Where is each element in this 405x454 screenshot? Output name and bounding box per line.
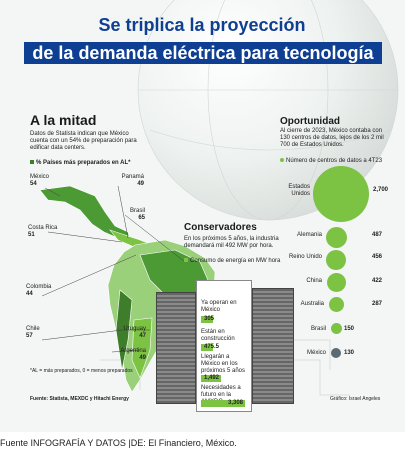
country-value: 49: [137, 181, 144, 187]
bubble-label: Reino Unido: [288, 254, 322, 260]
center-bar-value: 475.5: [204, 344, 220, 350]
bubble-brasil: [331, 323, 342, 334]
center-bar-value: 305: [204, 316, 215, 322]
bubble-value: 487: [372, 232, 383, 238]
section-heading-right: Oportunidad: [280, 116, 340, 127]
country-name: Argentina: [120, 348, 146, 354]
map-label-colombia: Colombia 44: [26, 284, 51, 298]
map-label-uruguay: Uruguay 47: [116, 326, 146, 340]
section-heading-center: Conservadores: [184, 222, 257, 233]
country-name: Colombia: [26, 284, 52, 290]
bubble-value: 130: [344, 350, 355, 356]
bubble-legend-text: Número de centros de datos a 4T23: [286, 158, 383, 164]
center-row-label: Ya operan en México: [201, 300, 237, 313]
map-label-brasil: Brasil 65: [125, 208, 145, 222]
bubble-label: Estados Unidos: [288, 184, 310, 197]
center-bar: [201, 400, 245, 407]
center-bar: [201, 344, 213, 351]
country-value: 47: [139, 333, 146, 339]
bubble-label: México: [306, 350, 326, 356]
infographic: Se triplica la proyección de la demanda …: [0, 0, 405, 432]
section-intro-right: Al cierre de 2023, México contaba con 13…: [280, 128, 384, 148]
map-note: *AL = más preparados, 0 = menos preparad…: [30, 368, 133, 374]
map-label-argentina: Argentina 49: [108, 348, 146, 362]
country-value: 57: [26, 333, 33, 339]
title-line-2: de la demanda eléctrica para tecnología: [24, 42, 382, 64]
section-intro-left: Datos de Statista indican que México cue…: [30, 131, 137, 151]
bubble-australia: [329, 297, 344, 312]
server-rack-left: [156, 292, 196, 404]
center-row-label: Están en construcción: [201, 329, 235, 342]
center-bar: [201, 316, 213, 323]
bubble-china: [327, 273, 346, 292]
country-name: Uruguay: [123, 326, 146, 332]
bubble-label: Alemania: [296, 232, 322, 238]
bubble-label: Australia: [300, 301, 324, 307]
title-line-1: Se triplica la proyección: [98, 15, 306, 35]
country-name: México: [30, 174, 50, 180]
country-value: 54: [30, 181, 37, 187]
country-value: 44: [26, 291, 33, 297]
section-heading-left: A la mitad: [30, 112, 97, 128]
center-legend-text: Consumo de energía en MW hora: [190, 258, 281, 264]
legend-swatch: [30, 160, 34, 164]
center-bar: [201, 375, 221, 382]
bubble-legend: Número de centros de datos a 4T23: [280, 158, 400, 165]
country-value: 51: [28, 232, 35, 238]
bubble-reino-unido: [326, 250, 346, 270]
graphic-credit: Gráfico: Israel Angeles: [330, 396, 381, 402]
map-legend: % Países más preparados en AL*: [30, 160, 170, 167]
globe-grid: [100, 0, 399, 396]
center-bar-value: 3,308: [228, 400, 244, 406]
bubble-estados-unidos: [313, 166, 369, 222]
bubble-value: 456: [372, 254, 383, 260]
bubble-label: Brasil: [310, 326, 326, 332]
caption-footer: Fuente INFOGRAFÍA Y DATOS |DE: El Financ…: [0, 438, 237, 448]
legend-swatch: [184, 258, 188, 262]
map-label-chile: Chile 57: [26, 326, 40, 340]
map-label-costa-rica: Costa Rica 51: [28, 225, 57, 239]
bubble-value: 150: [344, 326, 355, 332]
center-row-label: Llegarán a México en los próximos 5 años: [201, 354, 246, 374]
country-value: 65: [138, 215, 145, 221]
country-value: 49: [139, 355, 146, 361]
bubble-alemania: [326, 227, 347, 248]
legend-swatch: [280, 158, 284, 162]
country-name: Costa Rica: [28, 225, 58, 231]
center-bar-value: 1,492: [204, 375, 220, 381]
country-name: Panamá: [121, 174, 144, 180]
bubble-value: 287: [372, 301, 383, 307]
map-legend-text: % Países más preparados en AL*: [36, 160, 131, 166]
map-label-mexico: México 54: [30, 174, 49, 188]
source-credit: Fuente: Statista, MEXDC y Hitachi Energy: [30, 396, 129, 402]
bubble-value: 2,700: [373, 187, 389, 193]
bubble-label: China: [306, 278, 322, 284]
bubble-value: 422: [372, 278, 383, 284]
country-name: Brasil: [129, 208, 145, 214]
server-rack-right: [252, 288, 294, 404]
bubble-mexico: [331, 348, 341, 358]
map-label-panama: Panamá 49: [118, 174, 144, 188]
section-intro-center: En los próximos 5 años, la industria dem…: [184, 236, 279, 249]
country-name: Chile: [26, 326, 40, 332]
center-legend: Consumo de energía en MW hora: [184, 258, 294, 265]
